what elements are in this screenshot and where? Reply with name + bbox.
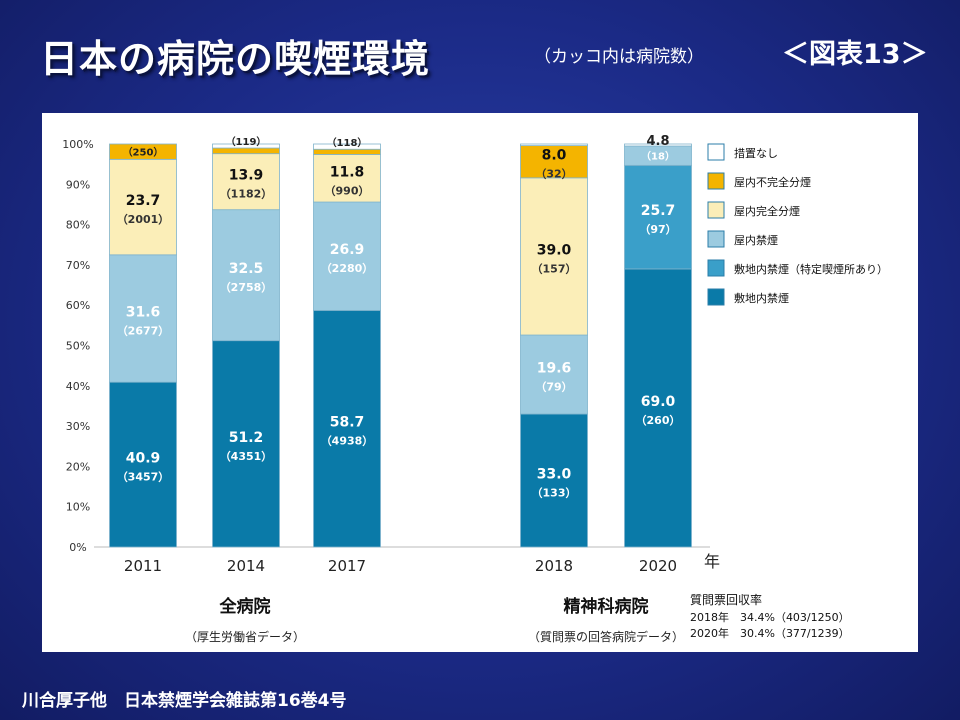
x-tick-label: 2018 bbox=[535, 557, 573, 575]
group-source: （厚生労働省データ） bbox=[185, 629, 305, 644]
bar-segment bbox=[313, 148, 381, 155]
data-label-count: （1182） bbox=[220, 188, 273, 201]
response-rate-2020: 2020年 30.4%（377/1239） bbox=[690, 627, 850, 640]
data-label-count: （260） bbox=[636, 414, 681, 427]
data-label-count: （79） bbox=[535, 381, 572, 394]
data-label-count: （2001） bbox=[117, 213, 170, 226]
data-label-count: （990） bbox=[325, 184, 370, 197]
bar-segment bbox=[212, 147, 280, 155]
data-label-count: （2280） bbox=[321, 262, 374, 275]
data-label-count: （118） bbox=[327, 136, 368, 149]
bar-segment bbox=[212, 153, 280, 211]
page-title: 日本の病院の喫煙環境 bbox=[40, 37, 431, 81]
page-subtitle: （カッコ内は病院数） bbox=[534, 47, 704, 67]
y-tick-label: 80% bbox=[66, 219, 90, 232]
y-tick-label: 40% bbox=[66, 380, 90, 393]
bar-segment bbox=[313, 201, 381, 311]
data-label-value: 51.2 bbox=[229, 430, 264, 446]
group-label: 精神科病院 bbox=[564, 596, 649, 617]
data-label-value: 11.8 bbox=[330, 164, 365, 180]
y-tick-label: 100% bbox=[62, 138, 93, 151]
legend-label: 措置なし bbox=[734, 146, 778, 160]
y-tick-label: 0% bbox=[69, 541, 86, 554]
data-label-value: 4.8 bbox=[646, 134, 669, 149]
data-label-value: 25.7 bbox=[641, 203, 676, 219]
data-label-value: 58.7 bbox=[330, 415, 365, 431]
response-rate-2018: 2018年 34.4%（403/1250） bbox=[690, 611, 850, 624]
y-tick-label: 10% bbox=[66, 501, 90, 514]
y-tick-label: 50% bbox=[66, 340, 90, 353]
bar-segment bbox=[520, 413, 588, 548]
data-label-count: （157） bbox=[532, 262, 577, 275]
data-label-value: 19.6 bbox=[537, 361, 572, 377]
bar-segment bbox=[624, 164, 692, 270]
citation: 川合厚子他 日本禁煙学会雑誌第16巻4号 bbox=[22, 691, 347, 711]
bar-segment bbox=[212, 209, 280, 342]
legend-swatch bbox=[707, 172, 725, 190]
bar-segment bbox=[212, 143, 280, 149]
x-tick-label: 2020 bbox=[639, 557, 677, 575]
data-label-count: （2758） bbox=[220, 281, 273, 294]
legend-label: 敷地内禁煙（特定喫煙所あり） bbox=[734, 262, 888, 276]
data-label-count: （32） bbox=[535, 168, 572, 181]
y-tick-label: 30% bbox=[66, 420, 90, 433]
data-label-value: 8.0 bbox=[542, 148, 567, 164]
data-label-count: （2677） bbox=[117, 324, 170, 337]
y-tick-label: 60% bbox=[66, 299, 90, 312]
data-label-value: 26.9 bbox=[330, 242, 365, 258]
data-label-value: 33.0 bbox=[537, 467, 572, 483]
chart-panel: 0% 10% 20% 30% 40% 50% 60% 70% 80% 90% 100% 2011 201… bbox=[42, 113, 918, 652]
bar-segment bbox=[313, 154, 381, 203]
legend-label: 敷地内禁煙 bbox=[734, 291, 789, 305]
data-label-count: （18） bbox=[641, 150, 675, 163]
x-tick-label: 2014 bbox=[227, 557, 265, 575]
legend-label: 屋内不完全分煙 bbox=[734, 175, 811, 189]
legend-label: 屋内禁煙 bbox=[734, 233, 778, 247]
legend-swatch bbox=[707, 259, 725, 277]
group-source: （質問票の回答病院データ） bbox=[528, 629, 684, 644]
data-label-count: （133） bbox=[532, 487, 577, 500]
data-label-value: 40.9 bbox=[126, 451, 161, 467]
y-tick-label: 20% bbox=[66, 460, 90, 473]
data-label-value: 69.0 bbox=[641, 394, 676, 410]
data-label-count: （97） bbox=[639, 223, 676, 236]
bar-segment bbox=[109, 143, 177, 160]
y-tick-label: 90% bbox=[66, 178, 90, 191]
x-unit-label: 年 bbox=[704, 552, 720, 571]
data-label-value: 23.7 bbox=[126, 193, 161, 209]
legend-swatch bbox=[707, 288, 725, 306]
bar-segment bbox=[109, 381, 177, 548]
data-label-value: 39.0 bbox=[537, 242, 572, 258]
bar-segment bbox=[520, 145, 588, 179]
bar-segment bbox=[109, 254, 177, 383]
bar-segment bbox=[520, 177, 588, 336]
bar-segment bbox=[624, 143, 692, 147]
bar-segment bbox=[313, 143, 381, 150]
legend-swatch bbox=[707, 143, 725, 161]
bar-segment bbox=[212, 340, 280, 548]
response-rate-title: 質問票回収率 bbox=[690, 593, 763, 607]
data-label-value: 31.6 bbox=[126, 304, 161, 320]
bar-segment bbox=[520, 143, 588, 147]
data-label-count: （4938） bbox=[321, 435, 374, 448]
bar-segment bbox=[624, 268, 692, 548]
stacked-bar-chart: 0% 10% 20% 30% 40% 50% 60% 70% 80% 90% 100% 2011 201… bbox=[62, 134, 888, 644]
x-tick-label: 2017 bbox=[328, 557, 366, 575]
title-bar: 日本の病院の喫煙環境 （カッコ内は病院数） ＜図表13＞ bbox=[22, 28, 952, 81]
group-label: 全病院 bbox=[219, 596, 271, 617]
legend-swatch bbox=[707, 230, 725, 248]
bar-segment bbox=[520, 334, 588, 415]
data-label-value: 13.9 bbox=[229, 168, 264, 184]
legend-label: 屋内完全分煙 bbox=[734, 204, 800, 218]
legend-swatch bbox=[707, 201, 725, 219]
data-label-count: （250） bbox=[123, 146, 164, 159]
x-tick-label: 2011 bbox=[124, 557, 162, 575]
data-label-count: （3457） bbox=[117, 471, 170, 484]
figure-label: ＜図表13＞ bbox=[782, 39, 928, 70]
data-label-value: 32.5 bbox=[229, 261, 264, 277]
data-label-count: （119） bbox=[226, 135, 267, 148]
bar-segment bbox=[313, 310, 381, 548]
data-label-count: （4351） bbox=[220, 450, 273, 463]
y-tick-label: 70% bbox=[66, 259, 90, 272]
